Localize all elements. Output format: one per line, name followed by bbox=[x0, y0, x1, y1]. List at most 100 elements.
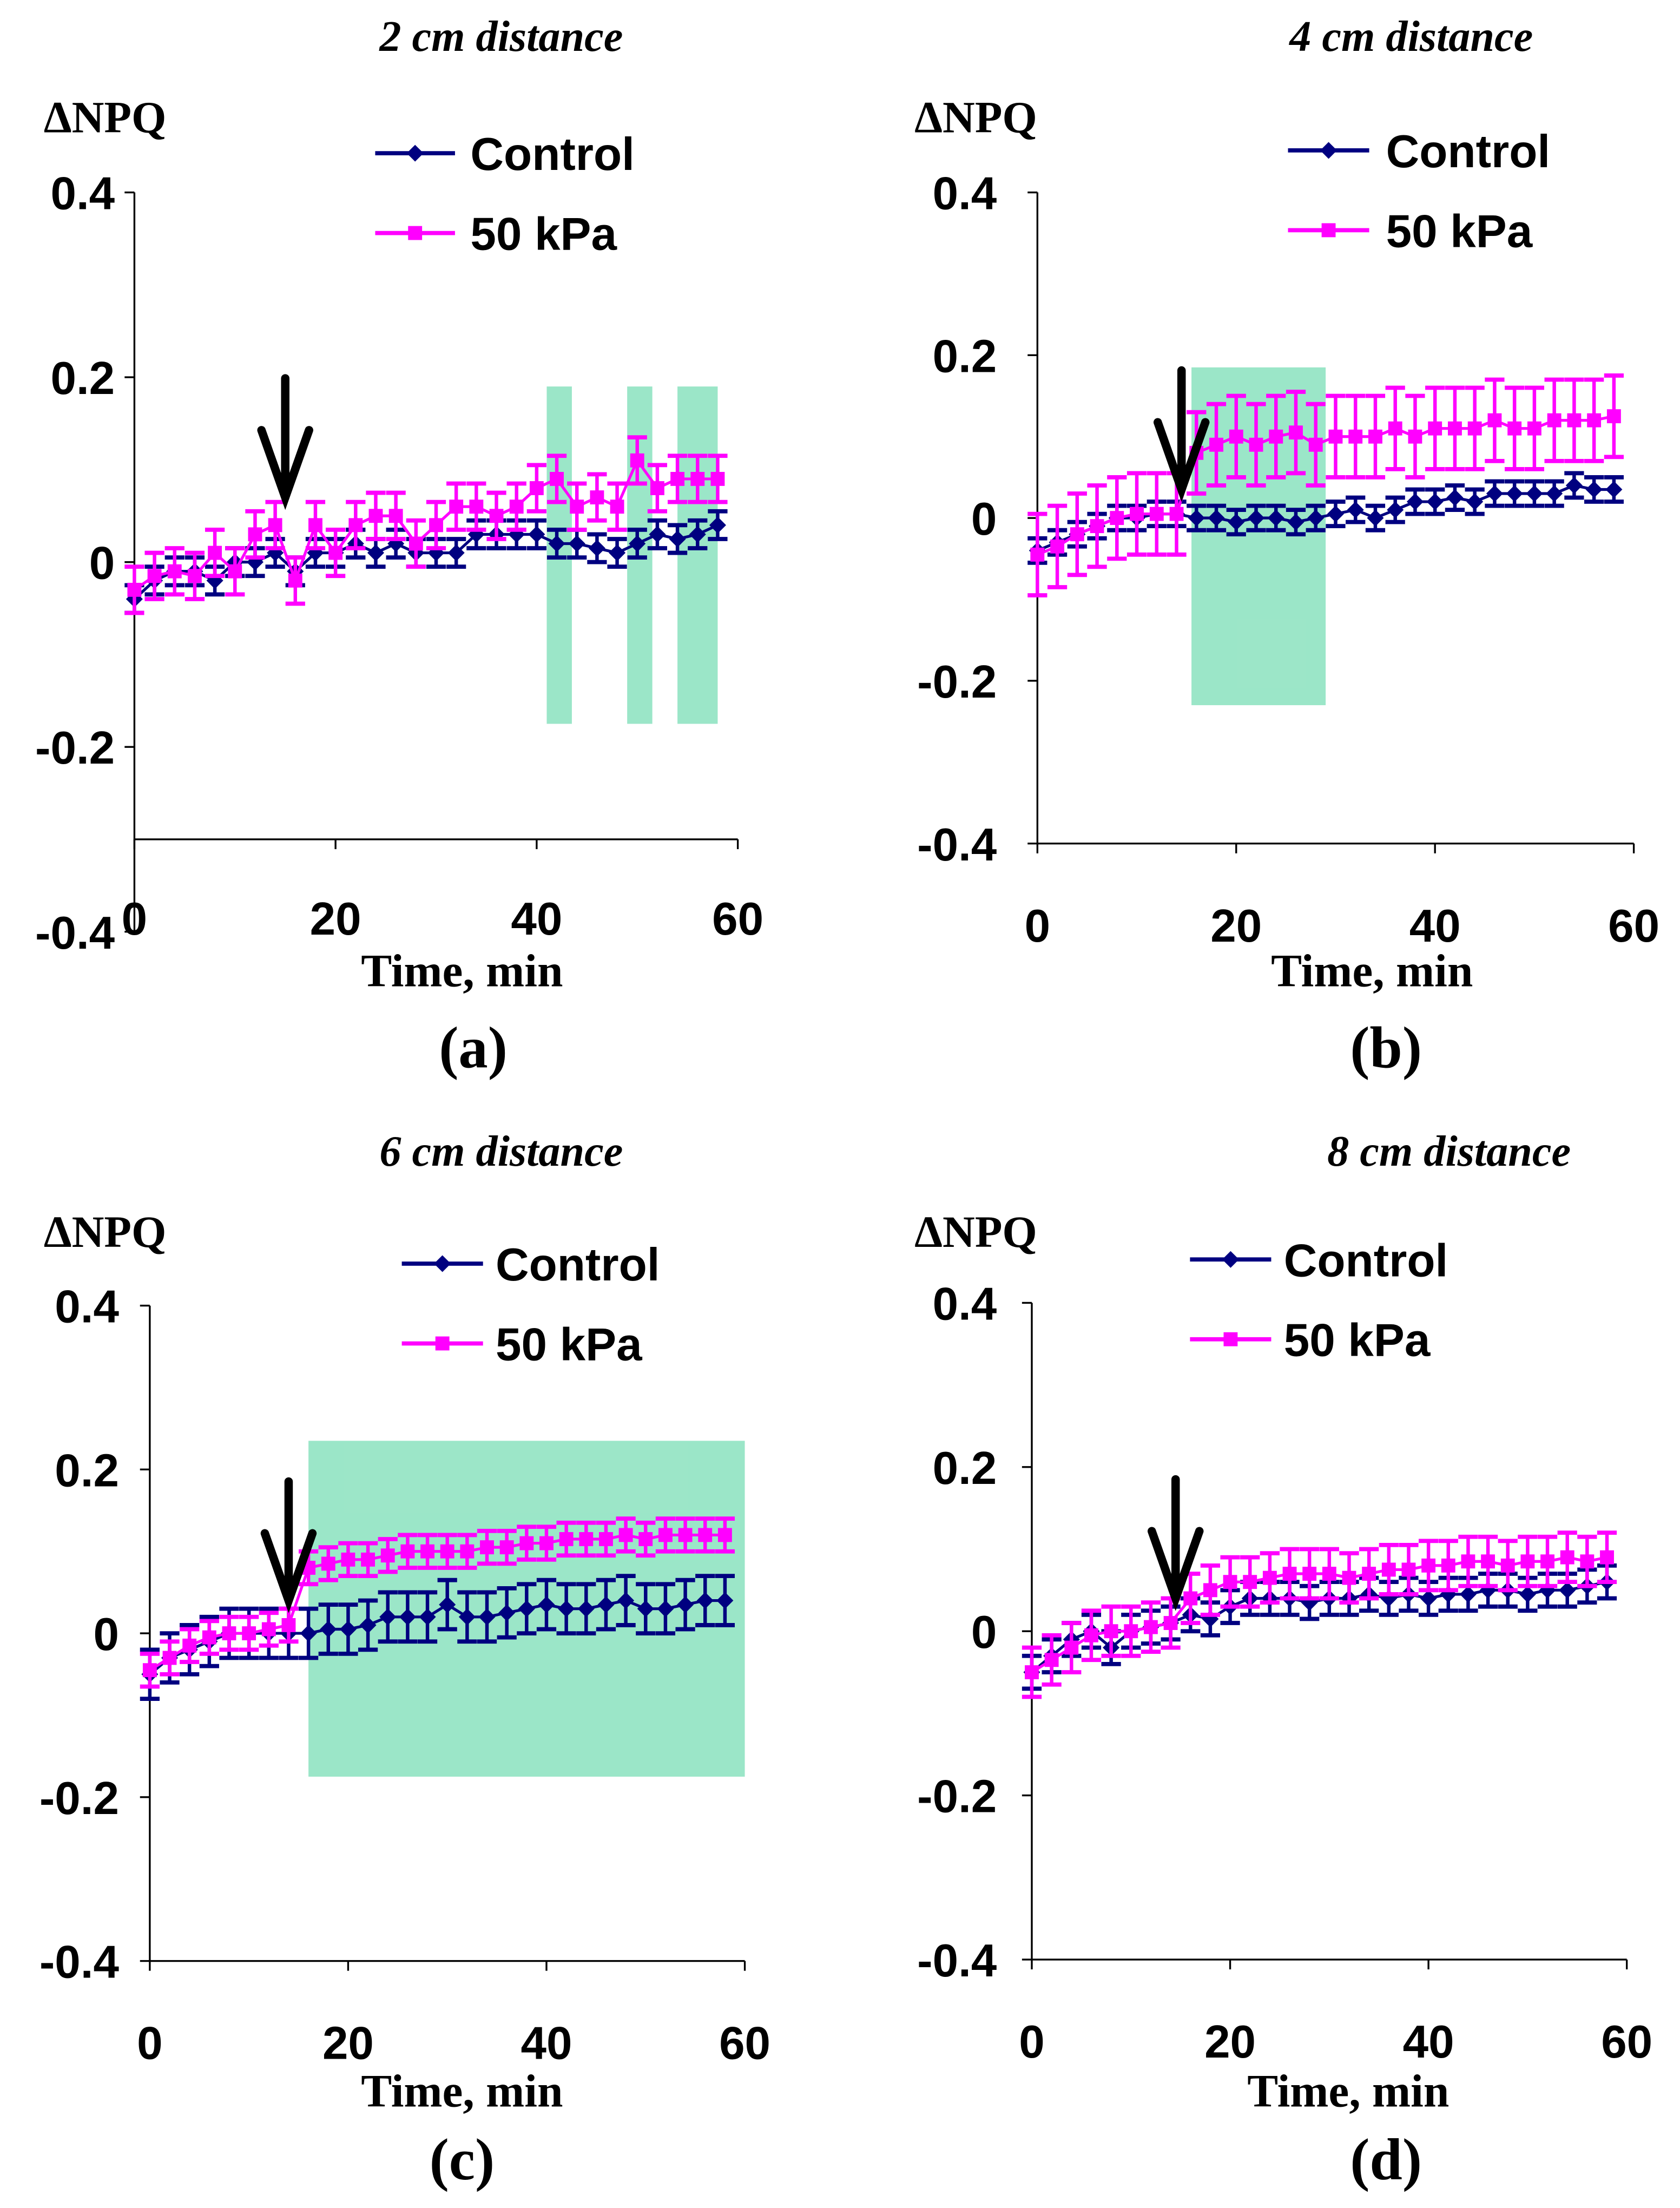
data-point bbox=[618, 1528, 633, 1542]
y-axis-label: ΔNPQ bbox=[44, 92, 167, 142]
series-50kpa bbox=[124, 435, 728, 615]
x-tick-label: 60 bbox=[712, 893, 763, 945]
x-axis-label: Time, min bbox=[1271, 946, 1473, 997]
data-point bbox=[281, 1618, 296, 1632]
data-point bbox=[1130, 507, 1144, 521]
legend-marker bbox=[434, 1255, 451, 1272]
data-point bbox=[328, 546, 343, 560]
y-tick-label: 0.2 bbox=[55, 1445, 119, 1496]
data-point bbox=[698, 1528, 713, 1542]
data-point bbox=[1388, 421, 1402, 436]
data-point bbox=[1368, 429, 1382, 444]
panel-label: (b) bbox=[1350, 1015, 1422, 1081]
data-point bbox=[548, 535, 565, 553]
y-tick-label: 0.4 bbox=[933, 168, 997, 220]
data-point bbox=[657, 1600, 674, 1618]
data-point bbox=[368, 509, 383, 523]
data-point bbox=[1307, 509, 1325, 527]
legend-marker bbox=[1320, 142, 1338, 159]
data-point bbox=[1287, 514, 1305, 531]
data-point bbox=[242, 1626, 256, 1641]
legend-marker bbox=[406, 144, 424, 162]
data-point bbox=[142, 1663, 157, 1678]
data-point bbox=[1540, 1554, 1554, 1569]
x-tick-label: 20 bbox=[1210, 901, 1262, 952]
data-point bbox=[570, 500, 584, 514]
data-point bbox=[509, 500, 524, 514]
legend: Control 50 kPa bbox=[375, 129, 635, 260]
data-point bbox=[248, 527, 262, 542]
data-point bbox=[528, 525, 545, 543]
legend-entry: 50 kPa bbox=[496, 1319, 643, 1371]
y-tick-label: -0.2 bbox=[35, 722, 115, 774]
data-point bbox=[518, 1600, 535, 1618]
panel-b: 0.4 0.2 0 -0.2 -0.4 0 20 40 60 4 cm distance ΔNPQ T… bbox=[914, 13, 1659, 1081]
data-point bbox=[630, 453, 644, 468]
y-axis-label: ΔNPQ bbox=[914, 1207, 1037, 1257]
data-point bbox=[588, 540, 605, 557]
data-point bbox=[1243, 1575, 1257, 1589]
x-tick-label: 60 bbox=[719, 2018, 770, 2069]
data-point bbox=[320, 1620, 337, 1638]
y-tick-label: 0.2 bbox=[933, 1443, 997, 1494]
data-point bbox=[1446, 489, 1464, 507]
data-point bbox=[716, 1592, 734, 1609]
x-tick-label: 0 bbox=[122, 893, 147, 945]
data-point bbox=[1520, 1554, 1535, 1569]
x-tick-label: 20 bbox=[310, 893, 361, 945]
data-point bbox=[1070, 527, 1084, 542]
y-tick-label: 0 bbox=[971, 1607, 997, 1658]
data-point bbox=[359, 1616, 377, 1634]
shaded-region bbox=[627, 386, 653, 724]
x-tick-label: 0 bbox=[137, 2018, 162, 2069]
legend-marker bbox=[1223, 1332, 1238, 1346]
data-point bbox=[538, 1596, 555, 1613]
x-tick-label: 40 bbox=[511, 893, 562, 945]
data-point bbox=[498, 1604, 516, 1621]
data-point bbox=[429, 518, 443, 533]
data-point bbox=[1559, 1581, 1576, 1599]
data-point bbox=[288, 573, 302, 588]
data-point bbox=[380, 1548, 395, 1563]
data-point bbox=[1526, 485, 1543, 502]
data-point bbox=[1466, 493, 1484, 510]
data-point bbox=[1600, 1550, 1614, 1565]
data-point bbox=[1050, 539, 1065, 554]
data-point bbox=[1605, 481, 1623, 498]
data-point bbox=[696, 1592, 714, 1609]
data-point bbox=[1441, 1558, 1455, 1573]
data-point bbox=[558, 1600, 575, 1618]
data-point bbox=[1348, 429, 1363, 444]
data-point bbox=[1447, 421, 1462, 436]
shaded-region bbox=[546, 386, 572, 724]
shaded-region bbox=[677, 386, 718, 724]
data-point bbox=[449, 500, 464, 514]
x-tick-label: 20 bbox=[1204, 2016, 1256, 2068]
y-tick-label: -0.2 bbox=[917, 1771, 997, 1823]
data-point bbox=[222, 1626, 236, 1641]
data-point bbox=[1269, 429, 1283, 444]
data-point bbox=[539, 1536, 554, 1550]
data-point bbox=[261, 1622, 276, 1637]
y-axis-label: ΔNPQ bbox=[44, 1207, 167, 1257]
y-tick-label: -0.4 bbox=[35, 908, 115, 959]
data-point bbox=[1183, 1591, 1198, 1606]
data-point bbox=[399, 1608, 416, 1626]
data-point bbox=[678, 1528, 693, 1542]
data-point bbox=[1585, 481, 1603, 498]
data-point bbox=[208, 546, 222, 560]
data-point bbox=[638, 1532, 653, 1546]
data-point bbox=[559, 1532, 574, 1546]
y-tick-label: 0.2 bbox=[933, 331, 997, 382]
panel-label: (c) bbox=[430, 2127, 495, 2192]
x-tick-label: 60 bbox=[1601, 2016, 1652, 2068]
y-tick-label: -0.4 bbox=[39, 1937, 120, 1988]
legend-marker bbox=[408, 226, 423, 240]
data-point bbox=[480, 1540, 494, 1555]
y-tick-label: -0.2 bbox=[917, 656, 997, 708]
legend-marker bbox=[435, 1336, 450, 1351]
data-point bbox=[489, 509, 504, 523]
series-50kpa bbox=[140, 1516, 735, 1689]
x-tick-label: 40 bbox=[521, 2018, 572, 2069]
data-point bbox=[1328, 429, 1343, 444]
